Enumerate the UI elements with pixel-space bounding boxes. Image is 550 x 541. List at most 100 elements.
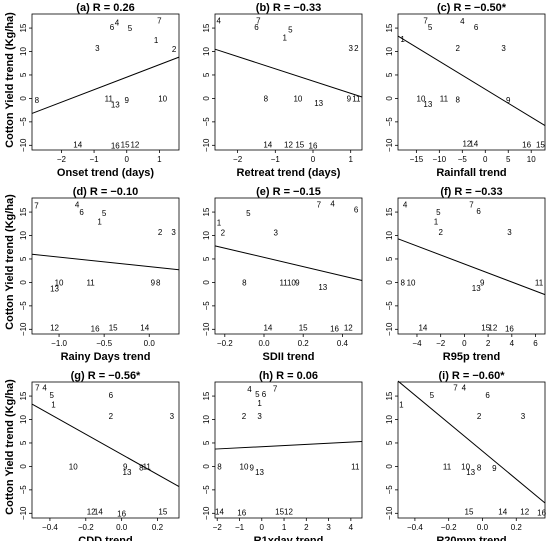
point-label-13: 13 bbox=[123, 468, 132, 477]
y-tick-label: 10 bbox=[19, 47, 28, 56]
x-tick-label: 0 bbox=[125, 155, 130, 164]
point-label-12: 12 bbox=[520, 507, 529, 516]
y-tick-label: −5 bbox=[202, 117, 211, 127]
point-label-12: 12 bbox=[50, 323, 59, 332]
point-label-7: 7 bbox=[469, 201, 474, 210]
point-label-3: 3 bbox=[521, 412, 526, 421]
y-tick-label: 15 bbox=[19, 23, 28, 32]
point-label-10: 10 bbox=[461, 462, 470, 471]
trend-line bbox=[214, 48, 363, 98]
x-tick-label: −0.2 bbox=[441, 523, 457, 532]
x-tick-label: −0.4 bbox=[42, 523, 58, 532]
y-axis-label-row-1: Cotton Yield trend (Kg/ha) bbox=[4, 12, 16, 148]
point-label-6: 6 bbox=[109, 391, 114, 400]
x-tick-label: −15 bbox=[410, 155, 424, 164]
point-label-6: 6 bbox=[476, 207, 481, 216]
point-label-10: 10 bbox=[407, 278, 416, 287]
point-label-6: 6 bbox=[79, 208, 84, 217]
point-label-15: 15 bbox=[121, 140, 130, 149]
y-tick-label: 5 bbox=[385, 72, 394, 77]
y-tick-label: 5 bbox=[19, 440, 28, 445]
y-tick-label: −10 bbox=[19, 138, 28, 152]
point-label-9: 9 bbox=[151, 278, 156, 287]
plot-frame bbox=[214, 381, 363, 519]
point-label-6: 6 bbox=[254, 23, 259, 32]
x-tick-label: −1 bbox=[235, 523, 245, 532]
trend-line bbox=[214, 441, 363, 450]
y-tick-label: 0 bbox=[202, 96, 211, 101]
point-label-7: 7 bbox=[35, 384, 40, 393]
y-tick-label: 0 bbox=[19, 464, 28, 469]
point-label-12: 12 bbox=[130, 140, 139, 149]
point-label-10: 10 bbox=[69, 462, 78, 471]
point-label-2: 2 bbox=[109, 412, 114, 421]
x-tick-label: −0.2 bbox=[217, 339, 233, 348]
y-tick-label: −5 bbox=[19, 485, 28, 495]
y-tick-label: 0 bbox=[202, 280, 211, 285]
point-label-11: 11 bbox=[143, 462, 152, 471]
point-label-9: 9 bbox=[492, 464, 497, 473]
x-tick-label: 0 bbox=[311, 155, 316, 164]
trend-line bbox=[31, 56, 180, 114]
point-label-11: 11 bbox=[440, 94, 449, 103]
point-label-15: 15 bbox=[481, 323, 490, 332]
point-label-5: 5 bbox=[288, 25, 293, 34]
trend-line bbox=[397, 238, 546, 296]
x-tick-label: −1.0 bbox=[51, 339, 67, 348]
point-label-1: 1 bbox=[51, 401, 56, 410]
point-label-6: 6 bbox=[262, 390, 267, 399]
point-label-2: 2 bbox=[242, 412, 247, 421]
y-tick-label: 0 bbox=[385, 280, 394, 285]
x-tick-label: −2 bbox=[436, 339, 446, 348]
point-label-5: 5 bbox=[428, 23, 433, 32]
point-label-4: 4 bbox=[42, 384, 47, 393]
trend-line bbox=[31, 253, 180, 271]
point-label-7: 7 bbox=[317, 201, 322, 210]
x-tick-label: 0.4 bbox=[337, 339, 349, 348]
point-label-13: 13 bbox=[111, 101, 120, 110]
point-label-5: 5 bbox=[430, 391, 435, 400]
point-label-13: 13 bbox=[314, 99, 323, 108]
x-tick-label: 0.0 bbox=[477, 523, 489, 532]
x-tick-label: −2 bbox=[233, 155, 243, 164]
point-label-7: 7 bbox=[157, 17, 162, 26]
point-label-13: 13 bbox=[472, 284, 481, 293]
point-label-8: 8 bbox=[217, 462, 222, 471]
point-label-14: 14 bbox=[215, 507, 224, 516]
point-label-10: 10 bbox=[417, 94, 426, 103]
plot-frame bbox=[31, 197, 180, 335]
point-label-10: 10 bbox=[240, 462, 249, 471]
x-tick-label: 0 bbox=[462, 339, 467, 348]
point-label-6: 6 bbox=[110, 23, 115, 32]
point-label-2: 2 bbox=[354, 44, 359, 53]
y-tick-label: 5 bbox=[202, 256, 211, 261]
plot-frame bbox=[214, 13, 363, 151]
x-tick-label: 4 bbox=[349, 523, 354, 532]
point-label-3: 3 bbox=[507, 228, 512, 237]
point-label-11: 11 bbox=[351, 462, 360, 471]
x-tick-label: 3 bbox=[326, 523, 331, 532]
x-tick-label: 5 bbox=[506, 155, 511, 164]
point-label-14: 14 bbox=[469, 139, 478, 148]
x-tick-label: 0.2 bbox=[511, 523, 523, 532]
point-label-14: 14 bbox=[263, 140, 272, 149]
y-tick-label: 0 bbox=[385, 464, 394, 469]
panel-title: (c) R = −0.50* bbox=[437, 2, 507, 14]
y-tick-label: −10 bbox=[202, 138, 211, 152]
x-tick-label: 0 bbox=[260, 523, 265, 532]
point-label-1: 1 bbox=[283, 33, 288, 42]
point-label-14: 14 bbox=[94, 507, 103, 516]
y-tick-label: 5 bbox=[385, 256, 394, 261]
point-label-5: 5 bbox=[436, 208, 441, 217]
x-tick-label: 0 bbox=[483, 155, 488, 164]
point-label-14: 14 bbox=[73, 140, 82, 149]
x-tick-label: −4 bbox=[412, 339, 422, 348]
x-tick-label: −10 bbox=[433, 155, 447, 164]
x-tick-label: 10 bbox=[527, 155, 536, 164]
point-label-5: 5 bbox=[255, 390, 260, 399]
y-tick-label: −10 bbox=[385, 322, 394, 336]
point-label-16: 16 bbox=[309, 141, 318, 150]
